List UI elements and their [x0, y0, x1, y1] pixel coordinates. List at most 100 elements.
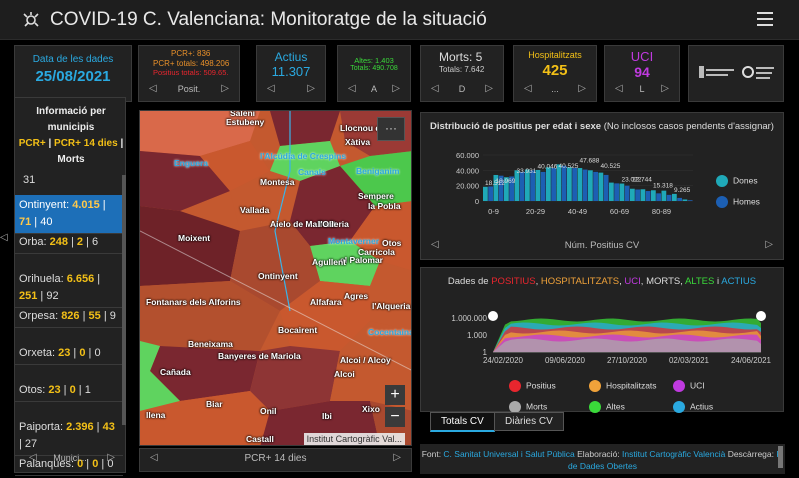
bar-homes[interactable]	[624, 185, 630, 201]
list-item[interactable]: Palanques: 0 | 0 | 0	[15, 454, 123, 476]
range-start-handle[interactable]	[488, 311, 498, 321]
list-item[interactable]: Ontinyent: 4.015 | 71 | 40	[15, 195, 123, 234]
prev-arrow-icon[interactable]: ◁	[150, 452, 158, 463]
bar-homes[interactable]	[561, 165, 567, 201]
map-municipality-label: Canals	[298, 167, 326, 177]
bar-homes[interactable]	[572, 168, 577, 201]
bar-homes[interactable]	[666, 194, 672, 201]
legend-dones[interactable]: Dones	[716, 175, 758, 187]
bar-dones[interactable]	[535, 169, 541, 201]
bar-homes[interactable]	[530, 170, 535, 201]
timeseries-line-chart[interactable]: 1.000.000 1.000 124/02/2020 09/06/2020 27/10…	[421, 268, 785, 413]
bar-dones[interactable]	[609, 182, 614, 201]
bar-dones[interactable]	[577, 168, 583, 201]
bar-dones[interactable]	[493, 174, 499, 201]
ts-series-area[interactable]	[493, 338, 761, 353]
prev-arrow-icon[interactable]: ◁	[348, 83, 356, 94]
ts-legend-actius[interactable]: Actius	[673, 401, 713, 413]
bar-homes[interactable]	[603, 174, 609, 201]
next-arrow-icon[interactable]: ▷	[221, 83, 229, 94]
ts-title-6: , MORTS,	[640, 276, 685, 287]
next-arrow-icon[interactable]: ▷	[392, 83, 400, 94]
zoom-in-button[interactable]: +	[385, 385, 405, 405]
ts-legend-hospitalitzats[interactable]: Hospitalitzats	[589, 380, 657, 392]
ts-legend-altes[interactable]: Altes	[589, 401, 625, 413]
prev-arrow-icon[interactable]: ◁	[615, 83, 623, 94]
prev-arrow-icon[interactable]: ◁	[149, 83, 157, 94]
separator: |	[37, 290, 47, 302]
bar-dones[interactable]	[682, 199, 688, 201]
list-scroll-left-icon[interactable]: ◁	[0, 232, 8, 243]
legend-dones-label: Dones	[733, 175, 758, 186]
footer-elab-link[interactable]: Institut Cartogràfic Valencià	[622, 449, 726, 459]
prev-arrow-icon[interactable]: ◁	[431, 239, 439, 250]
footer-font-link[interactable]: C. Sanitat Universal i Salut Pública	[443, 449, 575, 459]
next-arrow-icon[interactable]: ▷	[661, 83, 669, 94]
bar-homes[interactable]	[593, 171, 598, 201]
next-arrow-icon[interactable]: ▷	[765, 239, 773, 250]
bar-dones[interactable]	[525, 169, 530, 201]
bar-homes[interactable]	[582, 169, 588, 201]
list-scrollbar[interactable]	[122, 175, 126, 425]
bar-homes[interactable]	[488, 186, 493, 201]
bar-dones[interactable]	[661, 190, 667, 201]
map-municipality-label: Beniganim	[356, 166, 400, 176]
next-arrow-icon[interactable]: ▷	[485, 83, 493, 94]
list-item[interactable]: Orihuela: 6.656 | 251 | 92	[15, 269, 123, 308]
footer-scrollbar[interactable]	[778, 446, 783, 468]
bar-dones[interactable]	[567, 167, 572, 201]
bar-homes[interactable]	[656, 193, 661, 201]
bar-dones[interactable]	[514, 170, 520, 201]
prev-arrow-icon[interactable]: ◁	[524, 83, 532, 94]
bar-homes[interactable]	[519, 171, 525, 201]
bar-dones[interactable]	[546, 167, 551, 201]
ts-legend-uci[interactable]: UCI	[673, 380, 705, 392]
tab-diaries-cv[interactable]: Diàries CV	[494, 412, 564, 431]
hamburger-menu-icon[interactable]	[757, 12, 773, 26]
bar-dones[interactable]	[598, 172, 604, 201]
list-item[interactable]: Orpesa: 826 | 55 | 9	[15, 306, 123, 328]
bar-homes[interactable]	[498, 175, 504, 201]
bar-homes[interactable]	[551, 168, 556, 201]
tab-totals-cv[interactable]: Totals CV	[430, 412, 495, 432]
bar-homes[interactable]	[540, 171, 546, 201]
ts-x-tick-label: 02/03/2021	[669, 356, 710, 365]
bar-dones[interactable]	[630, 188, 635, 201]
bar-homes[interactable]	[687, 200, 693, 201]
prev-arrow-icon[interactable]: ◁	[29, 452, 37, 463]
map-options-button[interactable]: ···	[377, 117, 405, 141]
bar-dones[interactable]	[640, 189, 646, 201]
prev-arrow-icon[interactable]: ◁	[267, 83, 275, 94]
bar-dones[interactable]	[483, 186, 488, 201]
range-end-handle[interactable]	[756, 311, 766, 321]
next-arrow-icon[interactable]: ▷	[578, 83, 586, 94]
map-attribution[interactable]: Institut Cartogràfic Val...	[303, 433, 405, 445]
legend-homes[interactable]: Homes	[716, 196, 760, 208]
bar-dones[interactable]	[504, 177, 509, 201]
list-item[interactable]: Orba: 248 | 2 | 6	[15, 232, 123, 254]
next-arrow-icon[interactable]: ▷	[107, 452, 115, 463]
next-arrow-icon[interactable]: ▷	[307, 83, 315, 94]
age-sex-bar-chart[interactable]: 020.00040.00060.00018.51218.96933.93140.…	[421, 113, 785, 261]
bar-homes[interactable]	[509, 176, 514, 201]
list-item[interactable]: Orxeta: 23 | 0 | 0	[15, 343, 123, 365]
ts-x-tick-label: 24/02/2020	[483, 356, 524, 365]
bar-dones[interactable]	[556, 164, 562, 201]
list-item[interactable]: Paiporta: 2.396 | 43 | 27	[15, 417, 123, 456]
map-panel[interactable]: Saleni Estubeny Llocnou d Xàtiva l'Alcúdia d…	[139, 110, 412, 446]
ts-legend-morts[interactable]: Morts	[509, 401, 547, 413]
bar-homes[interactable]	[645, 191, 651, 201]
bar-homes[interactable]	[635, 189, 640, 202]
bar-dones[interactable]	[619, 183, 625, 201]
list-item[interactable]: Otos: 23 | 0 | 1	[15, 380, 123, 402]
next-arrow-icon[interactable]: ▷	[393, 452, 401, 463]
bar-dones[interactable]	[651, 190, 656, 201]
prev-arrow-icon[interactable]: ◁	[431, 83, 439, 94]
ts-legend-swatch	[589, 401, 601, 413]
ts-legend-positius[interactable]: Positius	[509, 380, 556, 392]
bar-dones[interactable]	[588, 170, 593, 201]
bar-dones[interactable]	[672, 193, 677, 201]
bar-homes[interactable]	[677, 197, 682, 201]
bar-homes[interactable]	[614, 183, 619, 201]
zoom-out-button[interactable]: −	[385, 407, 405, 427]
